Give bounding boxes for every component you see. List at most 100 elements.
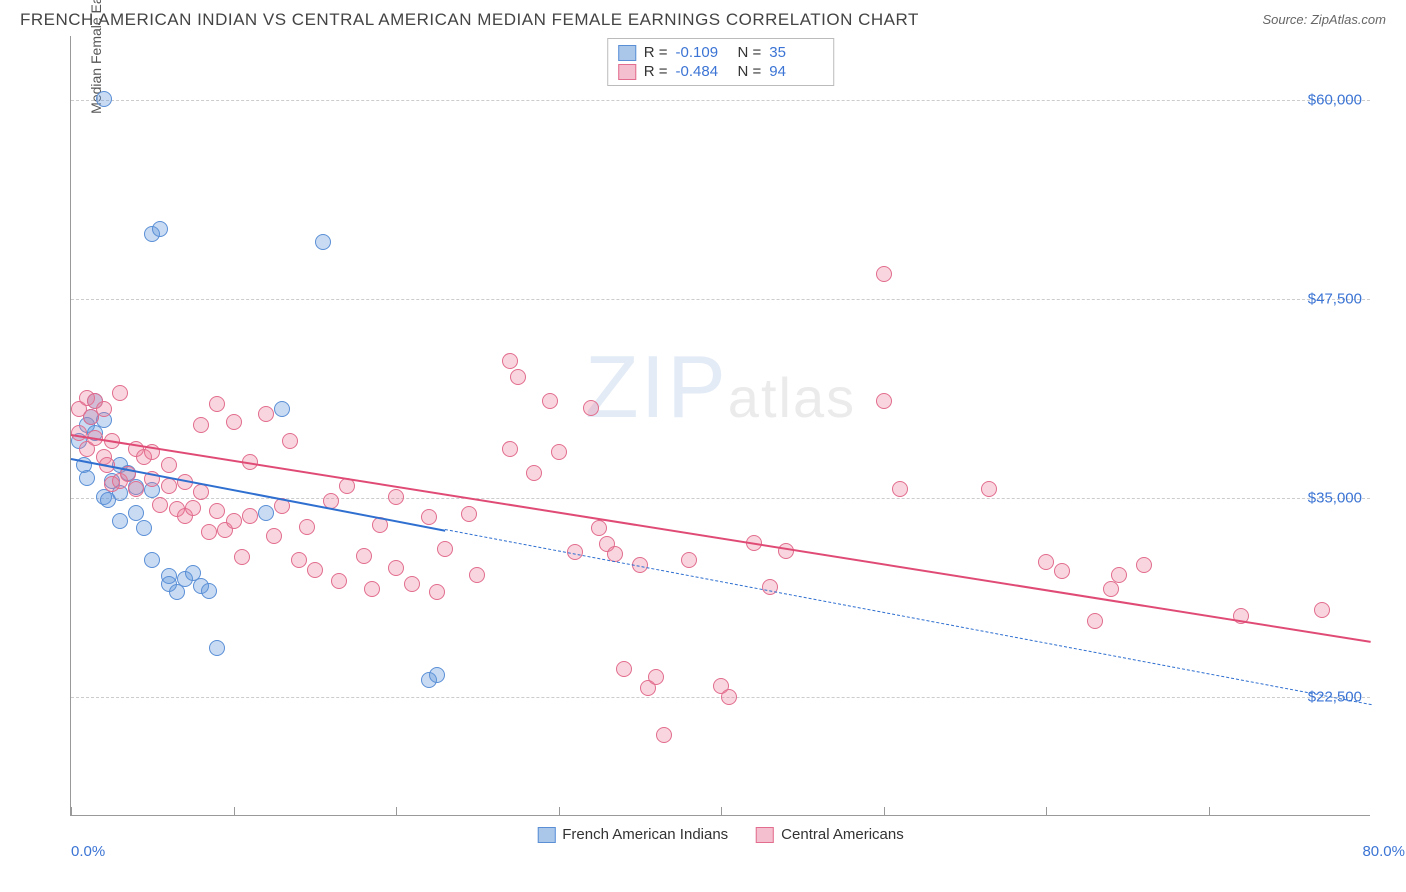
data-point-central_am (502, 353, 518, 369)
swatch-french_ai (618, 45, 636, 61)
legend-item: Central Americans (756, 826, 904, 843)
data-point-central_am (1038, 554, 1054, 570)
data-point-central_am (226, 513, 242, 529)
x-tick (71, 807, 72, 815)
data-point-central_am (388, 560, 404, 576)
x-max-label: 80.0% (1362, 843, 1405, 860)
correlation-stats-box: R = -0.109 N = 35 R = -0.484 N = 94 (607, 38, 835, 86)
watermark-small: atlas (728, 366, 856, 429)
data-point-french_ai (96, 91, 112, 107)
data-point-french_ai (429, 667, 445, 683)
data-point-central_am (762, 579, 778, 595)
data-point-central_am (583, 400, 599, 416)
n-label: N = (738, 44, 762, 61)
legend-label: Central Americans (781, 826, 904, 843)
data-point-french_ai (315, 234, 331, 250)
r-value: -0.484 (676, 63, 730, 80)
gridline (71, 498, 1370, 499)
x-tick (721, 807, 722, 815)
data-point-french_ai (209, 640, 225, 656)
data-point-central_am (128, 481, 144, 497)
x-tick (559, 807, 560, 815)
data-point-central_am (542, 393, 558, 409)
data-point-french_ai (79, 470, 95, 486)
data-point-central_am (656, 727, 672, 743)
data-point-central_am (258, 406, 274, 422)
scatter-plot: ZIPatlas $22,500$35,000$47,500$60,0000.0… (70, 36, 1370, 816)
data-point-central_am (551, 444, 567, 460)
y-tick-label: $47,500 (1308, 290, 1362, 307)
gridline (71, 100, 1370, 101)
data-point-central_am (404, 576, 420, 592)
data-point-central_am (510, 369, 526, 385)
r-label: R = (644, 44, 668, 61)
data-point-central_am (299, 519, 315, 535)
data-point-central_am (429, 584, 445, 600)
x-min-label: 0.0% (71, 843, 105, 860)
data-point-central_am (193, 417, 209, 433)
data-point-french_ai (144, 552, 160, 568)
data-point-central_am (331, 573, 347, 589)
data-point-french_ai (136, 520, 152, 536)
n-label: N = (738, 63, 762, 80)
legend-label: French American Indians (562, 826, 728, 843)
swatch-central_am (618, 64, 636, 80)
data-point-central_am (681, 552, 697, 568)
r-value: -0.109 (676, 44, 730, 61)
legend: French American Indians Central Americans (537, 826, 903, 843)
y-tick-label: $35,000 (1308, 489, 1362, 506)
stats-row-french_ai: R = -0.109 N = 35 (618, 43, 824, 62)
data-point-central_am (193, 484, 209, 500)
x-tick (1209, 807, 1210, 815)
watermark-big: ZIP (585, 337, 728, 436)
n-value: 35 (769, 44, 823, 61)
data-point-central_am (469, 567, 485, 583)
data-point-central_am (876, 266, 892, 282)
data-point-central_am (356, 548, 372, 564)
y-tick-label: $60,000 (1308, 91, 1362, 108)
data-point-central_am (96, 401, 112, 417)
r-label: R = (644, 63, 668, 80)
data-point-central_am (307, 562, 323, 578)
data-point-central_am (721, 689, 737, 705)
data-point-central_am (616, 661, 632, 677)
legend-swatch (537, 827, 555, 843)
data-point-central_am (892, 481, 908, 497)
data-point-central_am (161, 457, 177, 473)
data-point-central_am (388, 489, 404, 505)
data-point-french_ai (128, 505, 144, 521)
chart-title: FRENCH AMERICAN INDIAN VS CENTRAL AMERIC… (20, 10, 919, 30)
data-point-french_ai (201, 583, 217, 599)
data-point-central_am (209, 396, 225, 412)
data-point-central_am (185, 500, 201, 516)
data-point-central_am (234, 549, 250, 565)
data-point-central_am (591, 520, 607, 536)
source-credit: Source: ZipAtlas.com (1262, 11, 1386, 29)
data-point-central_am (226, 414, 242, 430)
data-point-central_am (1314, 602, 1330, 618)
data-point-french_ai (152, 221, 168, 237)
x-tick (396, 807, 397, 815)
source-prefix: Source: (1262, 12, 1310, 27)
data-point-central_am (209, 503, 225, 519)
data-point-central_am (526, 465, 542, 481)
data-point-french_ai (274, 401, 290, 417)
data-point-central_am (981, 481, 997, 497)
data-point-central_am (242, 508, 258, 524)
data-point-central_am (266, 528, 282, 544)
data-point-central_am (421, 509, 437, 525)
legend-item: French American Indians (537, 826, 728, 843)
data-point-central_am (437, 541, 453, 557)
legend-swatch (756, 827, 774, 843)
data-point-central_am (291, 552, 307, 568)
watermark: ZIPatlas (585, 336, 856, 438)
n-value: 94 (769, 63, 823, 80)
data-point-central_am (1103, 581, 1119, 597)
data-point-central_am (364, 581, 380, 597)
data-point-central_am (876, 393, 892, 409)
stats-row-central_am: R = -0.484 N = 94 (618, 62, 824, 81)
data-point-french_ai (258, 505, 274, 521)
data-point-central_am (112, 385, 128, 401)
data-point-central_am (71, 425, 87, 441)
data-point-central_am (201, 524, 217, 540)
